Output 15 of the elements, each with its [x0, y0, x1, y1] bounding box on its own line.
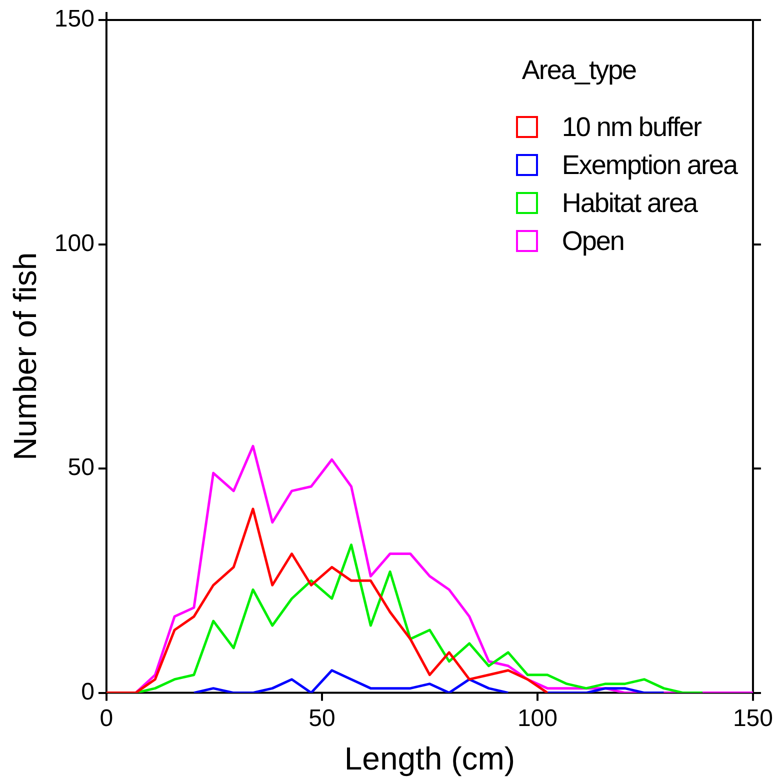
legend-label: Exemption area [562, 150, 737, 180]
y-tick-label: 50 [68, 454, 94, 482]
x-tick-label: 50 [308, 704, 336, 732]
legend-title: Area_type [522, 55, 637, 86]
y-axis-title: Number of fish [7, 252, 44, 460]
y-tick-label: 0 [81, 678, 94, 706]
y-tick-label: 150 [54, 6, 94, 33]
legend-label: 10 nm buffer [562, 112, 701, 142]
y-tick-label: 100 [54, 230, 94, 257]
legend-label: Habitat area [562, 188, 697, 218]
x-tick-label: 0 [100, 704, 114, 732]
x-tick-label: 100 [517, 704, 558, 732]
legend-label: Open [562, 226, 624, 256]
x-axis-title: Length (cm) [344, 740, 516, 777]
x-tick-label: 150 [732, 704, 773, 732]
